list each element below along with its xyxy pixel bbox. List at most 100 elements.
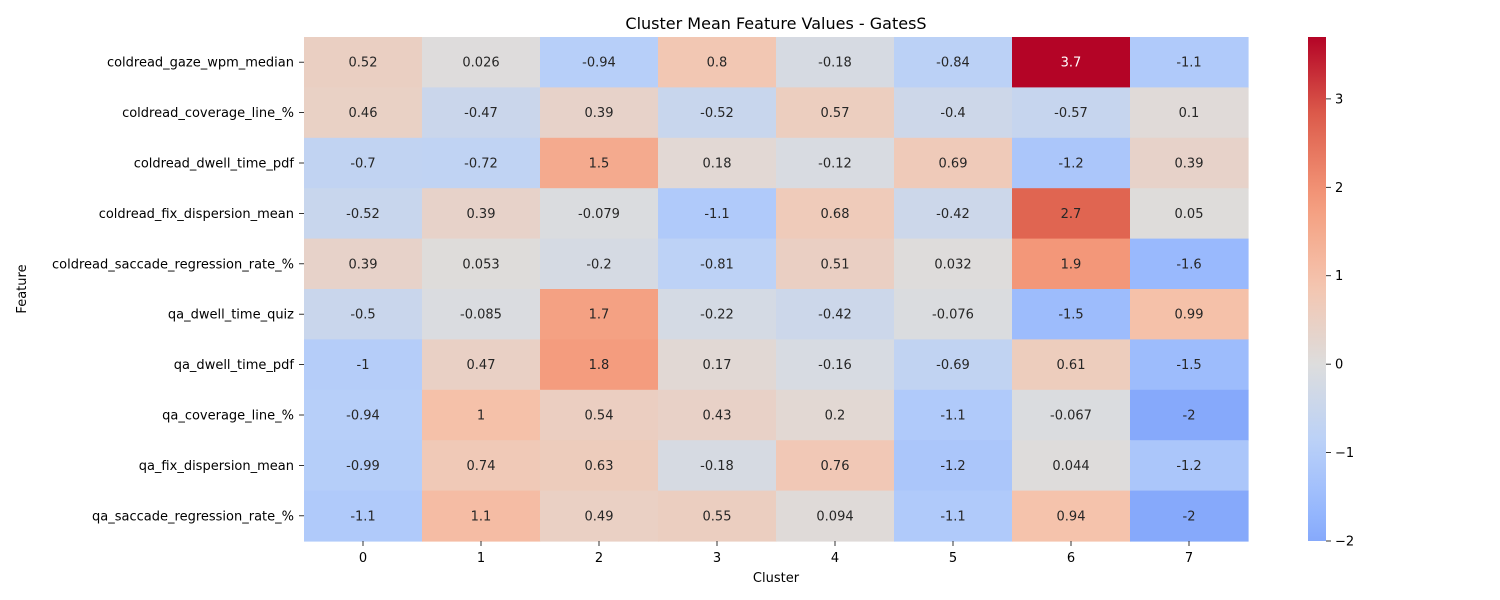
- heatmap-cell: [658, 339, 777, 391]
- heatmap-cell: [776, 87, 895, 139]
- cell-value-label: 0.17: [703, 358, 732, 373]
- heatmap-cell: [894, 389, 1013, 441]
- heatmap-cell: [422, 289, 541, 340]
- cell-value-label: 0.54: [585, 409, 614, 424]
- y-tick-label: qa_coverage_line_%: [162, 409, 294, 424]
- heatmap-cell: [1012, 87, 1131, 139]
- x-tick-labels: 0 1 2 3 4 5 6 7: [359, 541, 1193, 566]
- heatmap-cell: [776, 440, 895, 492]
- heatmap-cell: [1012, 37, 1131, 88]
- cell-value-label: 0.46: [349, 106, 378, 121]
- heatmap-cell: [304, 87, 423, 139]
- cell-value-label: -0.52: [700, 106, 734, 121]
- cell-value-label: -1.2: [1058, 157, 1083, 172]
- cell-value-label: 0.094: [816, 509, 853, 524]
- cell-value-label: 1.1: [471, 509, 492, 524]
- heatmap-cell: [658, 238, 777, 290]
- heatmap-cell: [1012, 490, 1131, 542]
- colorbar-tick-label: 2: [1335, 181, 1343, 196]
- heatmap-cell: [422, 389, 541, 441]
- heatmap-cell: [540, 238, 659, 290]
- cell-value-label: 0.57: [821, 106, 850, 121]
- heatmap-cell: [1130, 440, 1249, 492]
- heatmap-cell: [540, 137, 659, 189]
- cell-value-label: -0.5: [350, 308, 375, 323]
- cell-value-label: -2: [1183, 409, 1196, 424]
- heatmap-cell: [894, 37, 1013, 88]
- heatmap-cell: [422, 87, 541, 139]
- cell-value-label: -0.47: [464, 106, 498, 121]
- cell-value-label: 0.053: [462, 257, 499, 272]
- cell-value-label: -0.076: [932, 308, 974, 323]
- chart-title: Cluster Mean Feature Values - GatesS: [625, 14, 926, 33]
- cell-value-label: -0.99: [346, 459, 380, 474]
- cell-value-label: -1.2: [940, 459, 965, 474]
- cell-value-label: -1.5: [1176, 358, 1201, 373]
- heatmap-cell: [422, 440, 541, 492]
- heatmap-cell: [894, 289, 1013, 340]
- cell-value-label: -1.1: [704, 207, 729, 222]
- heatmap-cell: [304, 440, 423, 492]
- x-tick-label: 6: [1067, 551, 1075, 566]
- heatmap-cell: [776, 137, 895, 189]
- cell-value-label: -0.57: [1054, 106, 1088, 121]
- colorbar: −2 −1 0 1 2 3: [1308, 37, 1354, 550]
- heatmap-cell: [658, 490, 777, 542]
- heatmap-cell: [540, 440, 659, 492]
- x-tick-label: 3: [713, 551, 721, 566]
- colorbar-tick-label: 3: [1335, 92, 1343, 107]
- heatmap-cell: [422, 490, 541, 542]
- cell-value-label: 0.05: [1175, 207, 1204, 222]
- heatmap-cell: [1012, 389, 1131, 441]
- cell-value-label: 0.76: [821, 459, 850, 474]
- heatmap-cell: [1012, 137, 1131, 189]
- y-tick-label: coldread_gaze_wpm_median: [107, 56, 294, 71]
- x-tick-label: 7: [1185, 551, 1193, 566]
- y-axis-label: Feature: [15, 264, 30, 313]
- heatmap-cell: [894, 339, 1013, 391]
- cell-value-label: 0.52: [349, 56, 378, 71]
- cell-value-label: -0.81: [700, 257, 734, 272]
- heatmap-cell: [304, 37, 423, 88]
- heatmap-cell: [422, 188, 541, 240]
- x-tick-label: 0: [359, 551, 367, 566]
- heatmap-cell: [894, 440, 1013, 492]
- heatmap-cell: [894, 490, 1013, 542]
- heatmap-cell: [540, 339, 659, 391]
- cell-value-label: 0.39: [1175, 157, 1204, 172]
- cell-value-label: 0.026: [462, 56, 499, 71]
- cell-value-label: 0.39: [585, 106, 614, 121]
- cell-value-label: -0.4: [940, 106, 965, 121]
- cell-value-label: -0.42: [818, 308, 852, 323]
- heatmap-cell: [776, 238, 895, 290]
- heatmap-cell: [304, 389, 423, 441]
- heatmap-cell: [1130, 37, 1249, 88]
- cell-value-label: 1.9: [1061, 257, 1082, 272]
- heatmap-cell: [658, 289, 777, 340]
- cell-value-label: 0.2: [825, 409, 846, 424]
- heatmap-cell: [658, 37, 777, 88]
- cell-value-label: -1.1: [350, 509, 375, 524]
- cell-value-label: -0.2: [586, 257, 611, 272]
- heatmap-cell: [1012, 188, 1131, 240]
- cell-value-label: 2.7: [1061, 207, 1082, 222]
- heatmap-cell: [1130, 188, 1249, 240]
- cell-value-label: -0.42: [936, 207, 970, 222]
- heatmap-cell: [894, 238, 1013, 290]
- heatmap-cell: [1130, 339, 1249, 391]
- cell-value-label: 0.044: [1052, 459, 1089, 474]
- heatmap-cell: [1012, 289, 1131, 340]
- cell-value-label: -0.94: [582, 56, 616, 71]
- y-tick-label: coldread_dwell_time_pdf: [134, 157, 295, 172]
- cell-value-label: 0.69: [939, 157, 968, 172]
- cell-value-label: 1.5: [589, 157, 610, 172]
- cell-value-label: -0.085: [460, 308, 502, 323]
- y-tick-label: qa_dwell_time_quiz: [168, 308, 294, 323]
- heatmap-cell: [1012, 238, 1131, 290]
- cell-value-label: 0.61: [1057, 358, 1086, 373]
- heatmap-cell: [776, 188, 895, 240]
- cell-value-label: -0.94: [346, 409, 380, 424]
- heatmap-cell: [304, 238, 423, 290]
- cell-value-label: -0.52: [346, 207, 380, 222]
- heatmap-cells: [304, 37, 1249, 542]
